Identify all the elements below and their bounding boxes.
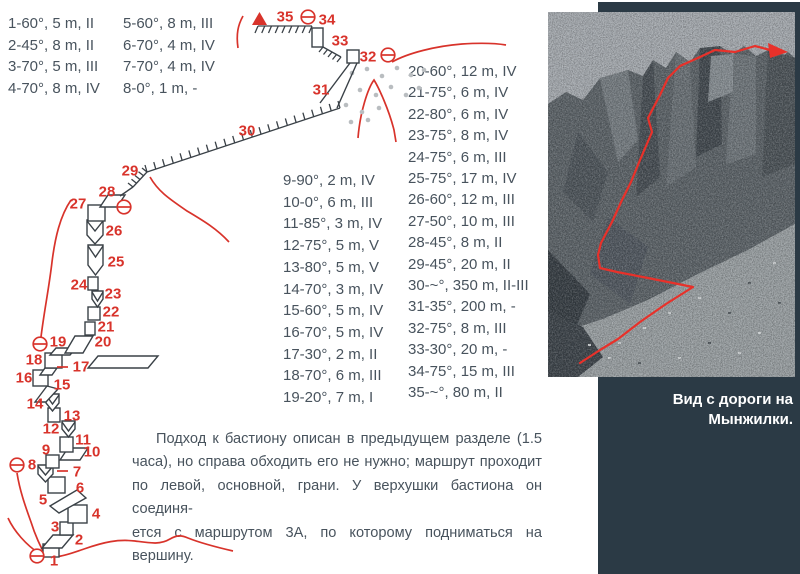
summit-triangle-icon	[252, 12, 267, 25]
description-line: по левой, основной, грани. У верхушки ба…	[132, 477, 542, 518]
pitch-label-35: 35	[277, 9, 294, 26]
pitch-stat-line: 23-75°, 8 m, IV	[408, 127, 509, 145]
pitch-list-col2: 5-60°, 8 m, III 6-70°, 4 m, IV 7-70°, 4 m,…	[123, 13, 215, 100]
belay-station-icon	[380, 47, 396, 63]
pitch-label-17: 17	[73, 359, 90, 376]
pitch-list-col3: 9-90°, 2 m, IV 10-0°, 6 m, III 11-85°, 3 m…	[283, 170, 383, 409]
pitch-label-12: 12	[43, 421, 60, 438]
pitch-label-5: 5	[39, 492, 47, 509]
belay-station-icon	[32, 336, 48, 352]
photo-caption-line2: Мынжилки.	[708, 411, 793, 428]
pitch-label-25: 25	[108, 254, 125, 271]
pitch-label-34: 34	[319, 12, 336, 29]
pitch-stat-line: 26-60°, 12 m, III	[408, 191, 515, 209]
pitch-stat-line: 5-60°, 8 m, III	[123, 15, 214, 32]
pitch-stat-line: 29-45°, 20 m, II	[408, 255, 511, 273]
pitch-stat-line: 33-30°, 20 m, -	[408, 341, 508, 359]
route-description: Подход к бастиону описан в предыдущем ра…	[132, 428, 542, 568]
pitch-stat-line: 13-80°, 5 m, V	[283, 258, 380, 276]
pitch-stat-line: 6-70°, 4 m, IV	[123, 36, 215, 54]
belay-station-icon	[116, 199, 132, 215]
pitch-stat-line: 1-60°, 5 m, II	[8, 15, 95, 32]
pitch-label-30: 30	[239, 123, 256, 140]
pitch-label-11: 11	[75, 432, 91, 449]
pitch-stat-line: 19-20°, 7 m, I	[283, 389, 374, 407]
photo-grain-light	[548, 12, 795, 377]
pitch-label-16: 16	[16, 370, 33, 387]
pitch-label-28: 28	[99, 184, 116, 201]
photo-route-line	[578, 43, 788, 365]
pitch-stat-line: 30-~°, 350 m, II-III	[408, 277, 529, 295]
pitch-stat-line: 9-90°, 2 m, IV	[283, 172, 375, 189]
pitch-stat-line: 10-0°, 6 m, III	[283, 193, 374, 211]
pitch-stat-line: 21-75°, 6 m, IV	[408, 84, 509, 102]
pitch-label-22: 22	[103, 304, 120, 321]
pitch-stat-line: 28-45°, 8 m, II	[408, 234, 503, 252]
pitch-label-1: 1	[50, 553, 58, 570]
pitch-stat-line: 31-35°, 200 m, -	[408, 298, 516, 316]
belay-station-icon	[9, 457, 25, 473]
pitch-stat-line: 27-50°, 10 m, III	[408, 212, 515, 230]
pitch-label-3: 3	[51, 519, 59, 536]
pitch-label-33: 33	[332, 33, 349, 50]
pitch-label-14: 14	[27, 396, 44, 413]
pitch-stat-line: 16-70°, 5 m, IV	[283, 323, 384, 341]
photo-caption-line1: Вид с дороги на	[672, 391, 793, 408]
pitch-stat-line: 25-75°, 17 m, IV	[408, 170, 517, 188]
pitch-label-31: 31	[313, 82, 330, 99]
description-line: Подход к бастиону описан в предыдущем ра…	[156, 431, 542, 447]
pitch-label-4: 4	[92, 506, 101, 523]
pitch-label-20: 20	[95, 334, 112, 351]
pitch-label-18: 18	[26, 352, 43, 369]
pitch-stat-line: 11-85°, 3 m, IV	[283, 215, 383, 233]
pitch-label-7: 7	[73, 464, 81, 481]
pitch-stat-line: 17-30°, 2 m, II	[283, 345, 378, 363]
description-line: ется с маршрутом 3А, по которому поднима…	[132, 524, 542, 565]
belay-station-icon	[300, 9, 316, 25]
pitch-label-23: 23	[105, 286, 122, 303]
pitch-label-19: 19	[50, 334, 67, 351]
pitch-stat-line: 20-60°, 12 m, IV	[408, 63, 517, 80]
pitch-list-col1: 1-60°, 5 m, II 2-45°, 8 m, II 3-70°, 5 m, …	[8, 13, 100, 100]
pitch-label-8: 8	[28, 457, 36, 474]
pitch-stat-line: 8-0°, 1 m, -	[123, 80, 198, 98]
pitch-stat-line: 18-70°, 6 m, III	[283, 367, 382, 385]
mountain-photo-art	[548, 12, 795, 377]
pitch-label-2: 2	[75, 532, 83, 549]
pitch-stat-line: 35-~°, 80 m, II	[408, 384, 503, 402]
pitch-label-24: 24	[71, 277, 88, 294]
pitch-label-29: 29	[122, 163, 139, 180]
pitch-stat-line: 14-70°, 3 m, IV	[283, 280, 384, 298]
pitch-list-col4: 20-60°, 12 m, IV 21-75°, 6 m, IV 22-80°, 6…	[408, 61, 529, 404]
pitch-label-21: 21	[98, 319, 115, 336]
pitch-stat-line: 3-70°, 5 m, III	[8, 58, 99, 76]
pitch-label-32: 32	[360, 49, 377, 66]
pitch-stat-line: 7-70°, 4 m, IV	[123, 58, 215, 76]
pitch-label-26: 26	[106, 223, 123, 240]
pitch-stat-line: 12-75°, 5 m, V	[283, 237, 380, 255]
photo-caption: Вид с дороги на Мынжилки.	[618, 390, 793, 430]
pitch-label-10: 10	[84, 444, 101, 461]
pitch-stat-line: 34-75°, 15 m, III	[408, 362, 515, 380]
pitch-stat-line: 4-70°, 8 m, IV	[8, 80, 100, 98]
pitch-label-6: 6	[76, 480, 84, 497]
route-arrowhead-icon	[768, 43, 788, 58]
pitch-label-9: 9	[42, 442, 50, 459]
description-line: часа), но справа обходить его не нужно; …	[132, 454, 542, 471]
pitch-label-27: 27	[70, 196, 87, 213]
pitch-stat-line: 24-75°, 6 m, III	[408, 148, 507, 166]
pitch-stat-line: 2-45°, 8 m, II	[8, 36, 95, 54]
pitch-stat-line: 15-60°, 5 m, IV	[283, 302, 384, 320]
pitch-label-13: 13	[64, 408, 81, 425]
pitch-stat-line: 32-75°, 8 m, III	[408, 319, 507, 337]
pitch-label-15: 15	[54, 377, 71, 394]
pitch-stat-line: 22-80°, 6 m, IV	[408, 105, 509, 123]
mountain-photo	[548, 12, 795, 377]
belay-station-icon	[29, 548, 45, 564]
